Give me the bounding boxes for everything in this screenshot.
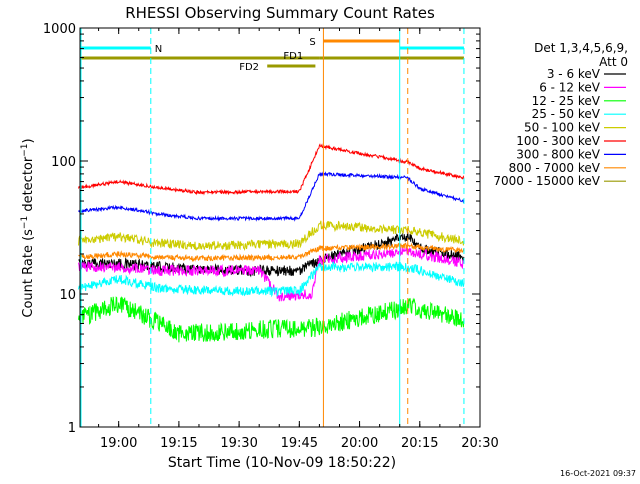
legend-label: 25 - 50 keV — [532, 107, 601, 121]
x-tick-label: 20:30 — [461, 436, 498, 451]
legend-label: 50 - 100 keV — [524, 121, 601, 135]
y-tick-label: 100 — [51, 155, 76, 170]
x-tick-label: 20:15 — [401, 436, 438, 451]
y-axis: 1 10 100 1000 — [43, 22, 480, 436]
legend-label: 3 - 6 keV — [547, 67, 601, 81]
status-label-fd2: FD2 — [239, 62, 259, 73]
legend-label: 800 - 7000 keV — [509, 161, 601, 175]
x-axis-label: Start Time (10-Nov-09 18:50:22) — [168, 455, 396, 471]
y-tick-label: 1 — [68, 421, 76, 436]
y-tick-label: 1000 — [43, 22, 76, 37]
timestamp: 16-Oct-2021 09:37 — [560, 469, 636, 478]
x-axis: 19:00 19:15 19:30 19:45 20:00 20:15 20:30 — [98, 28, 499, 451]
plot-frame — [79, 27, 481, 428]
legend-header-line-1: Det 1,3,4,5,6,9, — [534, 41, 628, 55]
legend-label: 7000 - 15000 keV — [493, 174, 600, 188]
x-tick-label: 19:00 — [100, 436, 137, 451]
x-tick-label: 19:30 — [220, 436, 257, 451]
legend-label: 12 - 25 keV — [532, 94, 601, 108]
status-bars: N S FD1 FD2 — [80, 37, 464, 73]
legend-label: 300 - 800 keV — [516, 147, 600, 161]
chart-title: RHESSI Observing Summary Count Rates — [125, 4, 435, 22]
x-tick-label: 20:00 — [341, 436, 378, 451]
legend-header-line-2: Att 0 — [599, 55, 628, 69]
y-tick-label: 10 — [59, 288, 76, 303]
legend-label: 6 - 12 keV — [539, 80, 601, 94]
legend-label: 100 - 300 keV — [516, 134, 600, 148]
status-label-fd1: FD1 — [283, 51, 303, 62]
x-tick-label: 19:15 — [160, 436, 197, 451]
vertical-markers — [80, 28, 465, 427]
status-label-s: S — [309, 37, 315, 48]
y-axis-label: Count Rate (s−1 detector−1) — [20, 138, 36, 317]
status-label-n: N — [155, 44, 162, 55]
x-tick-label: 19:45 — [281, 436, 318, 451]
